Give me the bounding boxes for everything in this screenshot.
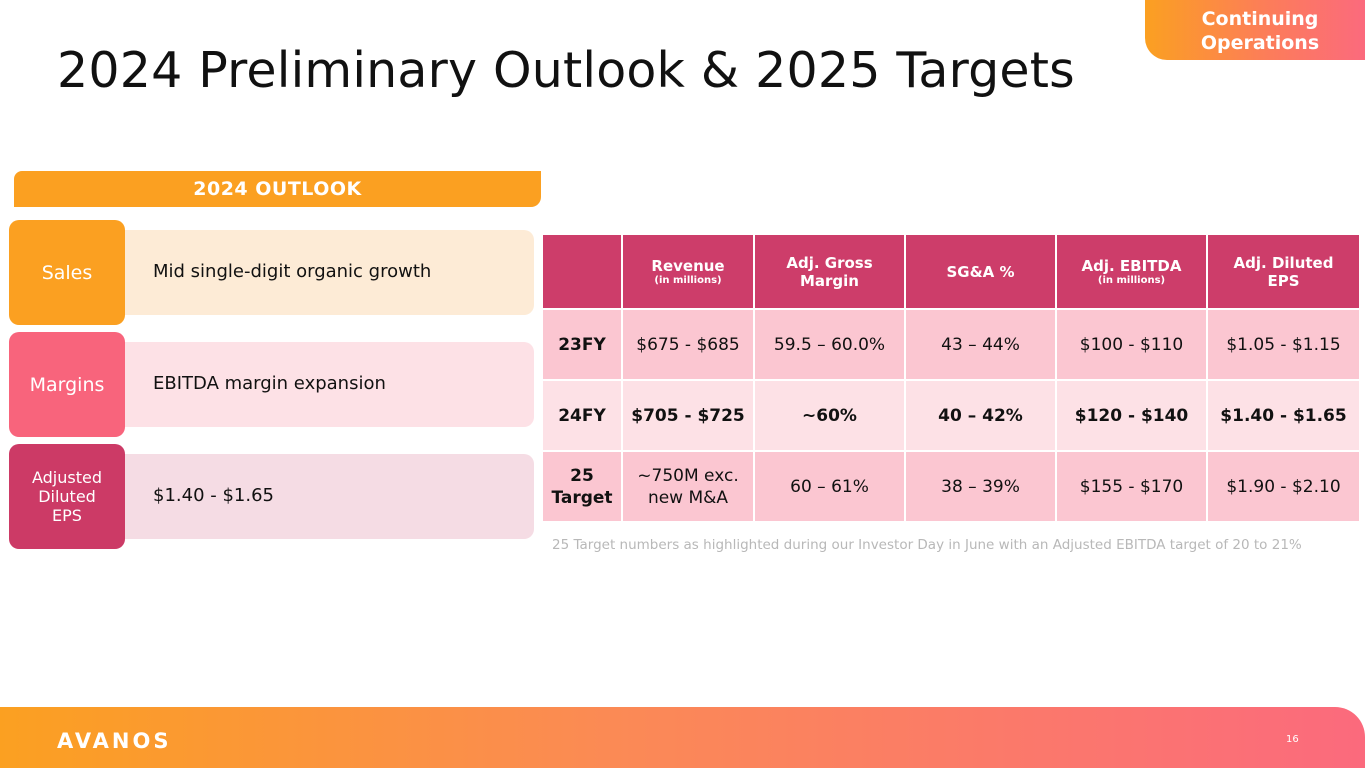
eps-label-line-3: EPS bbox=[52, 506, 82, 525]
table-row-head: 23FY bbox=[541, 308, 623, 381]
margins-label: Margins bbox=[9, 332, 125, 437]
table-cell: $155 - $170 bbox=[1055, 450, 1208, 523]
footer-bar bbox=[0, 707, 1365, 768]
table-cell: 59.5 – 60.0% bbox=[753, 308, 906, 381]
eps-label: Adjusted Diluted EPS bbox=[9, 444, 125, 549]
eps-title-line-1: Adj. Diluted bbox=[1233, 253, 1334, 272]
table-row: 25 Target ~750M exc. new M&A 60 – 61% 38… bbox=[541, 450, 1361, 523]
target-revenue-line-2: new M&A bbox=[647, 487, 729, 508]
table-cell: 43 – 44% bbox=[904, 308, 1057, 381]
table-cell: 38 – 39% bbox=[904, 450, 1057, 523]
gross-margin-title-line-2: Margin bbox=[799, 271, 859, 290]
table-cell: 60 – 61% bbox=[753, 450, 906, 523]
continuing-operations-badge: Continuing Operations bbox=[1145, 0, 1365, 60]
eps-label-line-1: Adjusted bbox=[31, 468, 102, 487]
table-header-blank bbox=[541, 233, 623, 310]
table-row: 24FY $705 - $725 ~60% 40 – 42% $120 - $1… bbox=[541, 379, 1361, 452]
avanos-logo-text: AVANOS bbox=[57, 729, 171, 751]
table-header-revenue: Revenue (in millions) bbox=[621, 233, 755, 310]
table-cell: ~60% bbox=[753, 379, 906, 452]
table-row-head: 24FY bbox=[541, 379, 623, 452]
target-revenue-line-1: ~750M exc. bbox=[637, 465, 739, 486]
sga-title: SG&A % bbox=[946, 262, 1015, 281]
page-title: 2024 Preliminary Outlook & 2025 Targets bbox=[57, 42, 1075, 99]
ebitda-title: Adj. EBITDA bbox=[1081, 256, 1182, 275]
table-row-head: 25 Target bbox=[541, 450, 623, 523]
margins-text: EBITDA margin expansion bbox=[153, 373, 386, 394]
table-cell: $675 - $685 bbox=[621, 308, 755, 381]
outlook-header: 2024 OUTLOOK bbox=[14, 171, 541, 207]
eps-text: $1.40 - $1.65 bbox=[153, 485, 274, 506]
table-cell: $1.05 - $1.15 bbox=[1206, 308, 1361, 381]
footnote: 25 Target numbers as highlighted during … bbox=[552, 537, 1302, 553]
table-header-sga: SG&A % bbox=[904, 233, 1057, 310]
table-cell: $705 - $725 bbox=[621, 379, 755, 452]
target-head-line-2: Target bbox=[551, 487, 613, 508]
page-number: 16 bbox=[1286, 734, 1299, 745]
eps-label-line-2: Diluted bbox=[38, 487, 96, 506]
table-cell: ~750M exc. new M&A bbox=[621, 450, 755, 523]
target-head-line-1: 25 bbox=[570, 465, 594, 486]
eps-title-line-2: EPS bbox=[1267, 271, 1300, 290]
table-header-gross-margin: Adj. Gross Margin bbox=[753, 233, 906, 310]
table-row: 23FY $675 - $685 59.5 – 60.0% 43 – 44% $… bbox=[541, 308, 1361, 381]
gross-margin-title-line-1: Adj. Gross bbox=[786, 253, 873, 272]
table-cell: $120 - $140 bbox=[1055, 379, 1208, 452]
ebitda-subtitle: (in millions) bbox=[1097, 274, 1166, 286]
table-header-eps: Adj. Diluted EPS bbox=[1206, 233, 1361, 310]
table-cell: $1.90 - $2.10 bbox=[1206, 450, 1361, 523]
outlook-targets-table: Revenue (in millions) Adj. Gross Margin … bbox=[541, 233, 1361, 523]
sales-text: Mid single-digit organic growth bbox=[153, 261, 432, 282]
avanos-logo: AVANOS bbox=[57, 729, 171, 751]
revenue-title: Revenue bbox=[651, 256, 725, 275]
table-cell: 40 – 42% bbox=[904, 379, 1057, 452]
table-cell: $100 - $110 bbox=[1055, 308, 1208, 381]
badge-line-2: Operations bbox=[1200, 32, 1320, 54]
table-header-ebitda: Adj. EBITDA (in millions) bbox=[1055, 233, 1208, 310]
table-cell: $1.40 - $1.65 bbox=[1206, 379, 1361, 452]
badge-line-1: Continuing bbox=[1201, 8, 1319, 30]
revenue-subtitle: (in millions) bbox=[654, 274, 722, 286]
table-header-row: Revenue (in millions) Adj. Gross Margin … bbox=[541, 233, 1361, 310]
sales-label: Sales bbox=[9, 220, 125, 325]
